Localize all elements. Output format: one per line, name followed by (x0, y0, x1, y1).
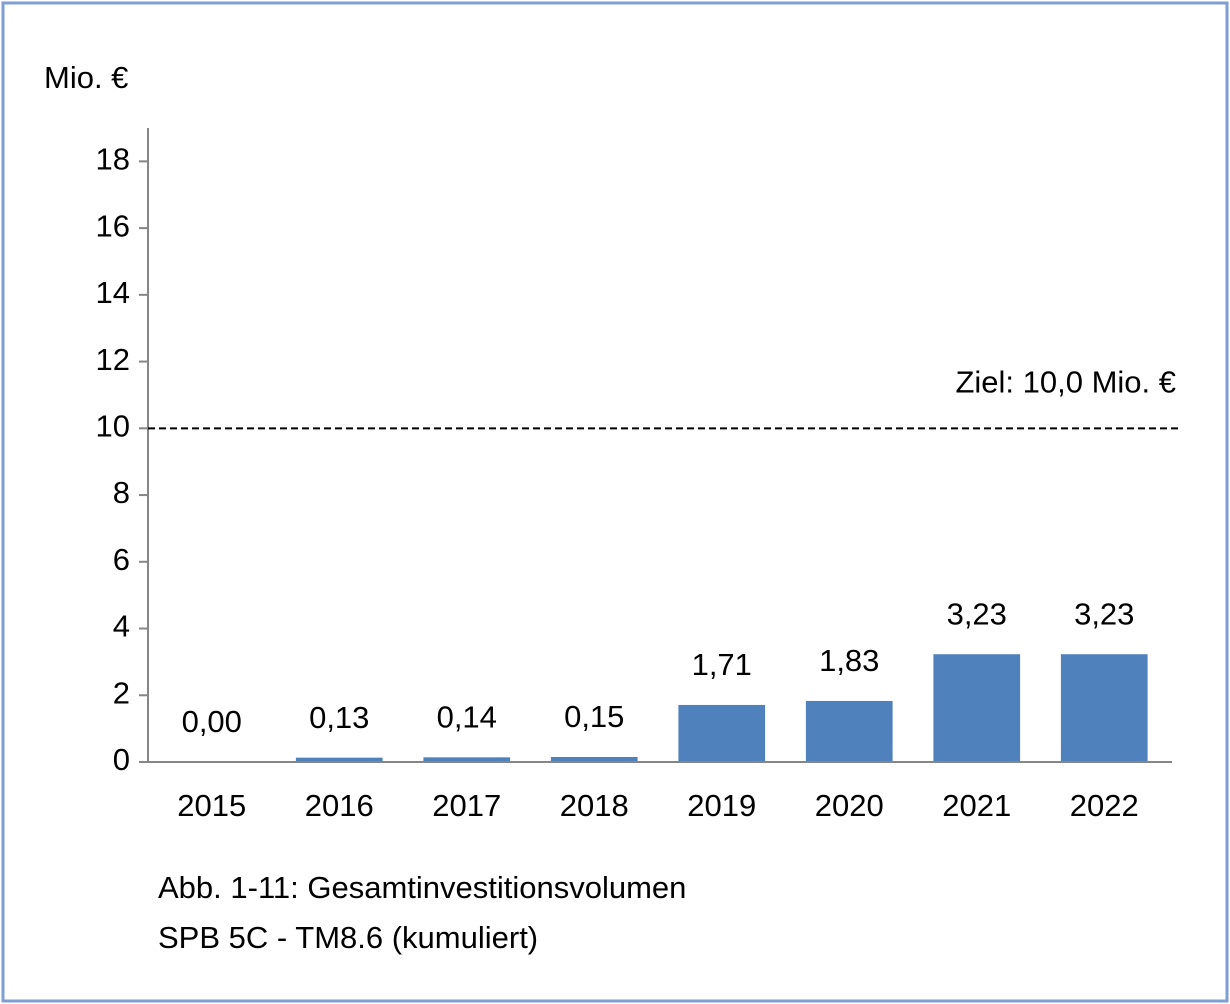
data-label: 1,71 (692, 647, 752, 682)
x-tick-label: 2020 (815, 788, 884, 823)
data-label: 0,13 (309, 700, 369, 735)
bar (678, 704, 766, 762)
data-label: 0,15 (564, 699, 624, 734)
bar (805, 700, 893, 762)
bar (933, 654, 1021, 762)
bar (1060, 654, 1148, 762)
y-tick-label: 16 (96, 208, 130, 243)
data-label: 3,23 (947, 596, 1007, 631)
x-tick-label: 2016 (305, 788, 374, 823)
y-tick-label: 6 (113, 542, 130, 577)
bar (295, 757, 383, 762)
x-tick-label: 2019 (687, 788, 756, 823)
y-tick-label: 12 (96, 342, 130, 377)
data-label: 1,83 (819, 643, 879, 678)
y-tick-label: 8 (113, 475, 130, 510)
y-tick-label: 18 (96, 142, 130, 177)
y-tick-label: 4 (113, 609, 130, 644)
x-tick-label: 2018 (560, 788, 629, 823)
y-tick-label: 14 (96, 275, 130, 310)
x-tick-label: 2022 (1070, 788, 1139, 823)
y-axis-label: Mio. € (44, 60, 128, 95)
caption: Abb. 1-11: Gesamtinvestitionsvolumen (158, 870, 686, 905)
y-tick-label: 10 (96, 409, 130, 444)
x-tick-label: 2021 (942, 788, 1011, 823)
x-tick-label: 2017 (432, 788, 501, 823)
bar (550, 756, 638, 762)
x-tick-label: 2015 (177, 788, 246, 823)
data-label: 0,00 (182, 704, 242, 739)
y-tick-label: 2 (113, 675, 130, 710)
y-tick-label: 0 (113, 742, 130, 777)
caption: SPB 5C - TM8.6 (kumuliert) (158, 920, 538, 955)
data-label: 3,23 (1074, 596, 1134, 631)
target-label: Ziel: 10,0 Mio. € (955, 365, 1176, 400)
bar (423, 757, 511, 762)
data-label: 0,14 (437, 700, 497, 735)
